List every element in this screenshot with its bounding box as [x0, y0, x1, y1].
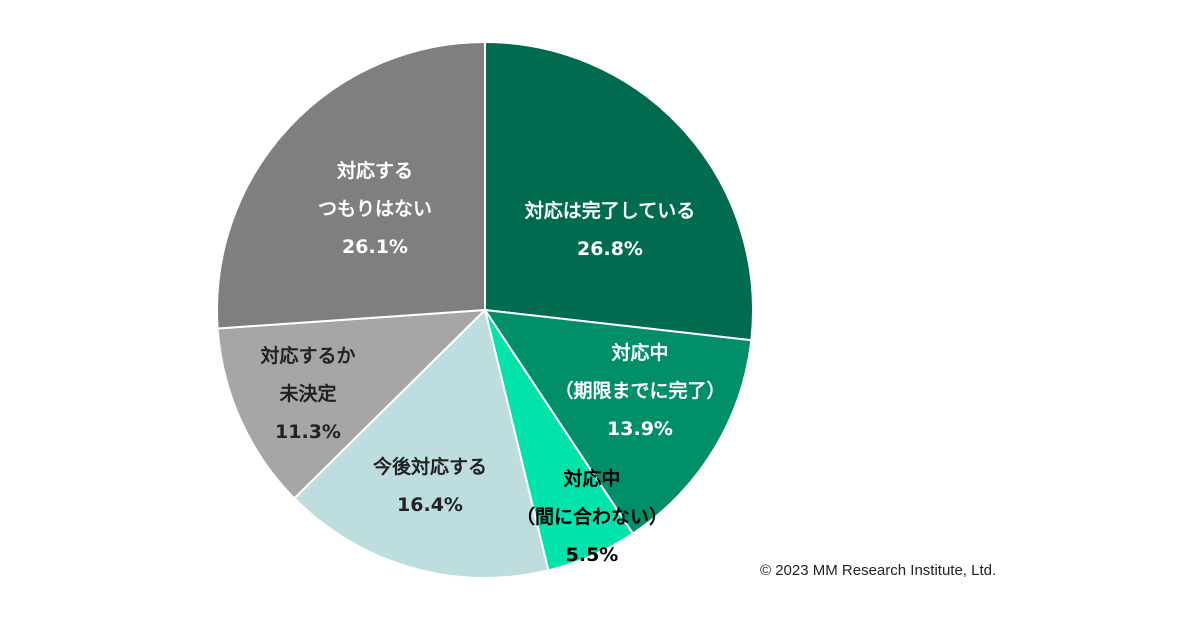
pie-slice [484, 40, 754, 342]
pie-slice [216, 40, 486, 330]
copyright-text: © 2023 MM Research Institute, Ltd. [760, 562, 997, 579]
slice-category-label: 対応中 [562, 467, 620, 490]
slice-value-label: 5.5% [566, 544, 619, 566]
slice-category-label: 対応する [336, 159, 413, 182]
slice-category-label: 未決定 [278, 382, 336, 405]
pie-slice [482, 308, 753, 535]
slice-value-label: 26.8% [577, 238, 643, 260]
slice-category-label: 今後対応する [372, 455, 487, 478]
slice-category-label: つもりはない [318, 198, 432, 220]
pie-slice [216, 308, 488, 500]
pie-slice [292, 308, 550, 579]
slice-value-label: 26.1% [342, 236, 408, 258]
slice-category-label: （間に合わない） [516, 505, 668, 528]
slice-category-label: 対応するか [259, 344, 355, 367]
slice-category-label: （期限までに完了） [554, 379, 725, 402]
slice-value-label: 13.9% [607, 418, 673, 440]
slice-value-label: 11.3% [275, 421, 341, 443]
slice-value-label: 16.4% [397, 494, 463, 516]
slice-category-label: 対応中 [610, 341, 668, 364]
slice-category-label: 対応は完了している [524, 199, 695, 222]
